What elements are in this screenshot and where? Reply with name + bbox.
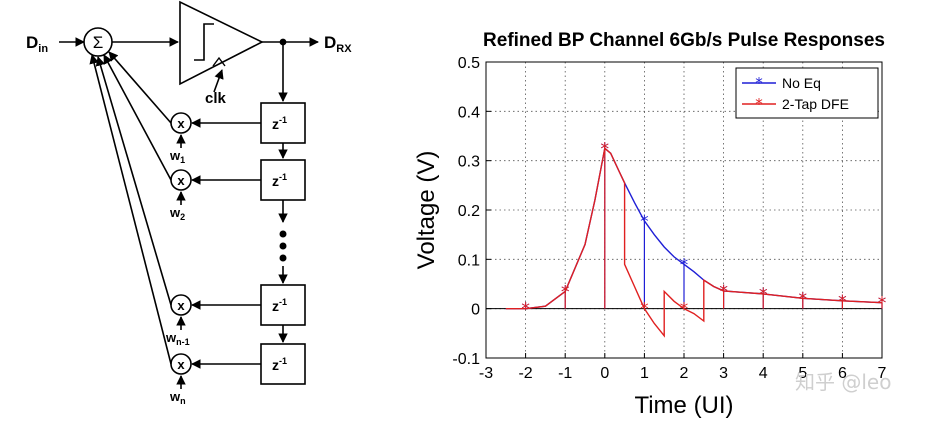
- x-tick-label: 4: [759, 365, 768, 382]
- y-tick-label: 0: [471, 302, 480, 319]
- summer-symbol: Σ: [93, 33, 104, 52]
- series-line-2-tap-dfe: [505, 146, 883, 338]
- x-tick-label: 5: [798, 365, 807, 382]
- multiplier-symbol: x: [177, 357, 185, 372]
- chart-title: Refined BP Channel 6Gb/s Pulse Responses: [483, 30, 885, 51]
- clock-arrow: [213, 69, 224, 93]
- y-tick-label: 0.3: [458, 154, 480, 171]
- x-axis-label: Time (UI): [634, 392, 733, 419]
- x-tick-label: 0: [600, 365, 609, 382]
- chart-legend: * No Eq * 2-Tap DFE: [735, 67, 879, 119]
- delay-label: z-1: [272, 297, 287, 314]
- ellipsis-dot: [279, 230, 287, 238]
- sample-point-no-eq: *: [640, 212, 649, 232]
- y-tick-label: 0.4: [458, 104, 480, 121]
- feedback-arrow-3: [95, 56, 172, 306]
- input-label: Din: [26, 33, 48, 55]
- output-label: DRX: [324, 33, 352, 55]
- legend-box: [735, 67, 879, 119]
- chart-series: ********************: [505, 139, 887, 338]
- delay-block-2: [260, 159, 306, 201]
- sample-point-2-tap-dfe: *: [561, 282, 570, 302]
- clock-edge-icon: [212, 56, 226, 67]
- x-tick-label: -2: [518, 365, 532, 382]
- multiplier-symbol: x: [177, 173, 185, 188]
- weight-label-2: w2: [169, 205, 185, 222]
- x-tick-label: -3: [479, 365, 493, 382]
- y-tick-label: 0.1: [458, 252, 480, 269]
- legend-marker-2-tap-dfe: *: [755, 95, 763, 113]
- sample-point-2-tap-dfe: *: [680, 300, 689, 320]
- y-axis-ticks: -0.1 0 0.1 0.2 0.3 0.4 0.5: [452, 55, 491, 368]
- ellipsis-dot: [279, 242, 287, 250]
- sample-point-2-tap-dfe: *: [601, 139, 610, 159]
- sample-point-2-tap-dfe: *: [521, 300, 530, 320]
- multiplier-symbol: x: [177, 298, 185, 313]
- sample-point-2-tap-dfe: *: [640, 300, 649, 320]
- sample-point-no-eq: *: [521, 300, 530, 320]
- y-tick-label: 0.2: [458, 203, 480, 220]
- pulse-response-chart: Refined BP Channel 6Gb/s Pulse Responses…: [413, 30, 887, 419]
- legend-marker-no-eq: *: [755, 74, 763, 92]
- multiplier-symbol: x: [177, 116, 185, 131]
- sample-point-2-tap-dfe: *: [759, 285, 768, 305]
- feedback-arrow-2: [103, 54, 172, 181]
- delay-label: z-1: [272, 115, 287, 132]
- sample-point-2-tap-dfe: *: [838, 292, 847, 312]
- delay-label: z-1: [272, 172, 287, 189]
- ellipsis-dot: [279, 254, 287, 262]
- x-tick-label: 3: [719, 365, 728, 382]
- x-tick-label: 1: [640, 365, 649, 382]
- dfe-block-diagram: Din Σ clk DRX z-1 z-1 z-1 z-1: [26, 0, 352, 406]
- weight-label-3: wn-1: [165, 330, 190, 347]
- legend-label-no-eq: No Eq: [782, 75, 821, 91]
- sample-point-no-eq: *: [680, 255, 689, 275]
- slicer-step-icon: [194, 23, 214, 61]
- feedback-arrow-4: [89, 54, 172, 365]
- weight-label-1: w1: [169, 148, 185, 165]
- feedback-arrow-1: [108, 51, 172, 124]
- y-axis-label: Voltage (V): [413, 151, 440, 270]
- x-tick-label: 7: [878, 365, 887, 382]
- delay-label: z-1: [272, 356, 287, 373]
- legend-label-2-tap-dfe: 2-Tap DFE: [782, 96, 849, 112]
- x-axis-ticks: -3 -2 -1 0 1 2 3 4 5 6 7: [479, 353, 887, 382]
- x-tick-label: -1: [558, 365, 572, 382]
- sample-point-2-tap-dfe: *: [719, 282, 728, 302]
- y-tick-label: -0.1: [452, 351, 480, 368]
- slicer-triangle: [179, 0, 264, 86]
- clock-label: clk: [205, 90, 227, 107]
- sample-point-2-tap-dfe: *: [799, 289, 808, 309]
- y-tick-label: 0.5: [458, 55, 480, 72]
- series-2-tap-dfe: * * * * * * * * * *: [505, 139, 887, 338]
- x-tick-label: 2: [680, 365, 689, 382]
- watermark: 知乎 @leo: [795, 370, 891, 394]
- weight-label-4: wn: [169, 389, 186, 406]
- sample-point-2-tap-dfe: *: [878, 294, 887, 314]
- x-tick-label: 6: [838, 365, 847, 382]
- delay-block-4: [260, 343, 306, 385]
